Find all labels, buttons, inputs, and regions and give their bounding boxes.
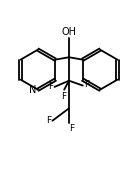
Text: F: F [84, 80, 89, 89]
Text: F: F [46, 116, 51, 125]
Text: F: F [69, 124, 75, 133]
Text: N: N [29, 85, 37, 95]
Text: F: F [48, 82, 53, 91]
Text: F: F [61, 92, 66, 101]
Text: OH: OH [62, 27, 76, 37]
